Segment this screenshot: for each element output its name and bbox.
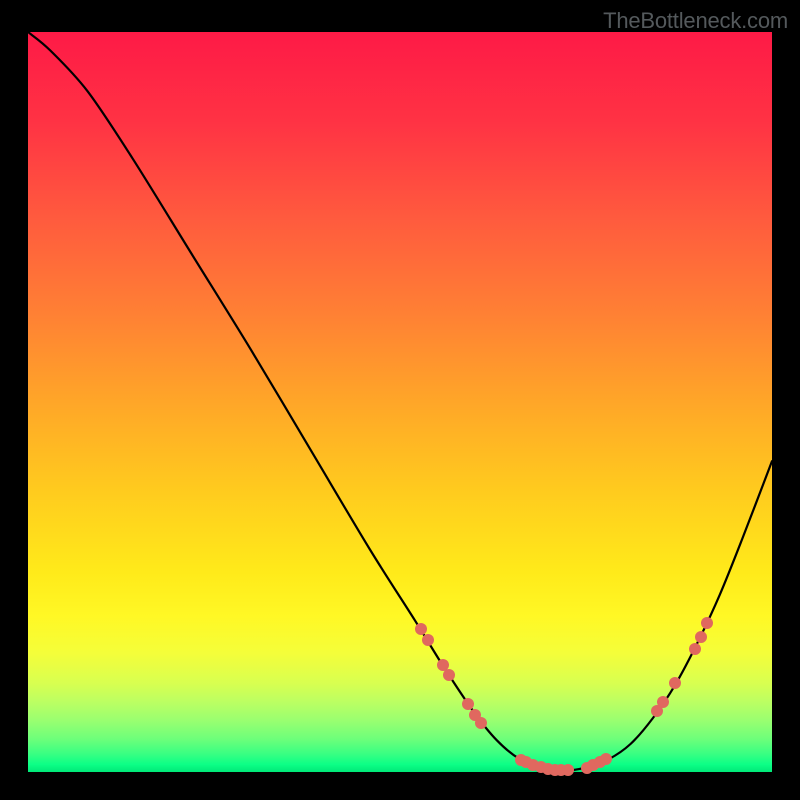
curve-line bbox=[28, 32, 772, 772]
data-marker bbox=[695, 631, 707, 643]
stage: TheBottleneck.com bbox=[0, 0, 800, 800]
curve-path bbox=[28, 32, 772, 771]
data-marker bbox=[657, 696, 669, 708]
watermark-text: TheBottleneck.com bbox=[603, 8, 788, 34]
data-marker bbox=[443, 669, 455, 681]
data-marker bbox=[701, 617, 713, 629]
data-marker bbox=[422, 634, 434, 646]
data-marker bbox=[689, 643, 701, 655]
data-marker bbox=[600, 753, 612, 765]
plot-area bbox=[28, 32, 772, 772]
data-marker bbox=[475, 717, 487, 729]
data-marker bbox=[415, 623, 427, 635]
data-marker bbox=[669, 677, 681, 689]
data-marker bbox=[462, 698, 474, 710]
data-marker bbox=[562, 764, 574, 776]
